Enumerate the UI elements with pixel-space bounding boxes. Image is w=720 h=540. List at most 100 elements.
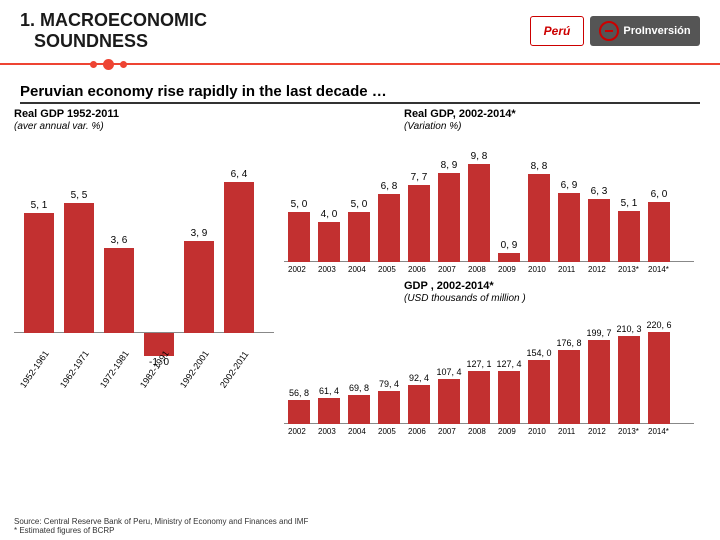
plot2-bar (318, 222, 340, 262)
plot2-bar (558, 193, 580, 262)
target-icon (599, 21, 619, 41)
plot3-value-label: 107, 4 (436, 367, 461, 377)
plot3-x-label: 2003 (318, 427, 336, 436)
subtitle: Peruvian economy rise rapidly in the las… (0, 77, 720, 102)
dot-icon (120, 61, 127, 68)
chart3-subtitle: (USD thousands of million ) (284, 293, 694, 304)
title-line2: SOUNDNESS (20, 31, 207, 52)
plot2-value-label: 6, 8 (381, 181, 398, 192)
plot3-bar (318, 398, 340, 424)
plot2-bar (618, 211, 640, 262)
plot3-value-label: 69, 8 (349, 383, 369, 393)
plot3-x-label: 2014* (648, 427, 669, 436)
plot3-x-label: 2005 (378, 427, 396, 436)
plot3-value-label: 79, 4 (379, 379, 399, 389)
plot3-x-label: 2012 (588, 427, 606, 436)
divider-dots (90, 57, 150, 71)
chart1-bar (24, 213, 54, 333)
plot3-value-label: 176, 8 (556, 338, 581, 348)
peru-logo: Perú (530, 16, 584, 46)
plot2-value-label: 6, 9 (561, 180, 578, 191)
chart1-title: Real GDP 1952-2011 (14, 108, 274, 121)
chart1-bar (184, 241, 214, 333)
plot3-bar (558, 350, 580, 424)
plot3-x-label: 2006 (408, 427, 426, 436)
chart1-x-label: 1952-1961 (18, 349, 51, 390)
dot-icon (103, 59, 114, 70)
plot3-value-label: 210, 3 (616, 324, 641, 334)
plot2-bar (408, 185, 430, 262)
plot2-bar (288, 212, 310, 262)
chart1-value-label: 5, 5 (71, 190, 88, 201)
plot3-bar (618, 336, 640, 424)
plot2-x-label: 2011 (558, 265, 575, 274)
plot3-bar (348, 395, 370, 424)
plot2-value-label: 5, 1 (621, 198, 638, 209)
plot2-value-label: 7, 7 (411, 172, 428, 183)
plot2-bar (348, 212, 370, 262)
chart1-bar (64, 203, 94, 332)
page-title: 1. MACROECONOMIC SOUNDNESS (20, 10, 207, 51)
plot2-value-label: 0, 9 (501, 240, 518, 251)
plot2-value-label: 6, 3 (591, 186, 608, 197)
plot3-bar (378, 391, 400, 424)
chart2-subtitle: (Variation %) (284, 121, 694, 132)
chart1-value-label: 3, 9 (191, 228, 208, 239)
plot3-x-label: 2004 (348, 427, 366, 436)
chart3-title: GDP , 2002-2014* (284, 280, 694, 293)
plot2-x-label: 2013* (618, 265, 639, 274)
dot-icon (90, 61, 97, 68)
plot2-x-label: 2005 (378, 265, 396, 274)
plot2-value-label: 8, 9 (441, 160, 458, 171)
plot3-bar (588, 340, 610, 423)
chart2: Real GDP, 2002-2014* (Variation %) 5, 02… (284, 108, 694, 262)
plot2-bar (648, 202, 670, 262)
header: 1. MACROECONOMIC SOUNDNESS Perú ProInver… (0, 0, 720, 51)
plot2-x-label: 2003 (318, 265, 336, 274)
plot2-bar (468, 164, 490, 262)
plot2-bar (588, 199, 610, 262)
plot3-value-label: 92, 4 (409, 373, 429, 383)
plot2-bar (438, 173, 460, 262)
source-line2: * Estimated figures of BCRP (14, 526, 706, 536)
plot2-bar (498, 253, 520, 262)
plot2-x-label: 2010 (528, 265, 546, 274)
plot3-bar (648, 332, 670, 424)
plot3-bar (498, 371, 520, 424)
plot2-bar (528, 174, 550, 262)
plot3-bar (288, 400, 310, 424)
proinversion-text: ProInversión (623, 25, 690, 37)
chart2-plot: 5, 020024, 020035, 020046, 820057, 72006… (284, 132, 694, 262)
plot3-bar (438, 379, 460, 424)
plot3-value-label: 61, 4 (319, 386, 339, 396)
plot2-value-label: 5, 0 (351, 199, 368, 210)
plot3-value-label: 154, 0 (526, 348, 551, 358)
source-note: Source: Central Reserve Bank of Peru, Mi… (14, 517, 706, 536)
plot2-x-label: 2009 (498, 265, 516, 274)
plot3-x-label: 2010 (528, 427, 546, 436)
plot2-x-label: 2007 (438, 265, 456, 274)
plot3-x-label: 2013* (618, 427, 639, 436)
plot3-x-label: 2009 (498, 427, 516, 436)
chart1-plot: 5, 11952-19615, 51962-19713, 61972-1981-… (14, 138, 274, 368)
plot3-bar (468, 371, 490, 424)
plot2-x-label: 2002 (288, 265, 306, 274)
plot3-value-label: 220, 6 (646, 320, 671, 330)
plot2-x-label: 2006 (408, 265, 426, 274)
plot2-value-label: 4, 0 (321, 209, 338, 220)
plot3-value-label: 199, 7 (586, 328, 611, 338)
chart1-value-label: 5, 1 (31, 200, 48, 211)
plot3-x-label: 2011 (558, 427, 575, 436)
plot2-x-label: 2008 (468, 265, 486, 274)
plot3-value-label: 56, 8 (289, 388, 309, 398)
chart3: GDP , 2002-2014* (USD thousands of milli… (284, 280, 694, 424)
title-line1: 1. MACROECONOMIC (20, 10, 207, 31)
chart1: Real GDP 1952-2011 (aver annual var. %) … (14, 108, 274, 423)
chart1-x-label: 1962-1971 (58, 349, 91, 390)
chart1-bar (104, 248, 134, 333)
plot2-x-label: 2014* (648, 265, 669, 274)
plot3-value-label: 127, 1 (466, 359, 491, 369)
chart1-x-label: 1992-2001 (178, 349, 211, 390)
plot3-x-label: 2007 (438, 427, 456, 436)
chart1-x-label: 1972-1981 (98, 349, 131, 390)
